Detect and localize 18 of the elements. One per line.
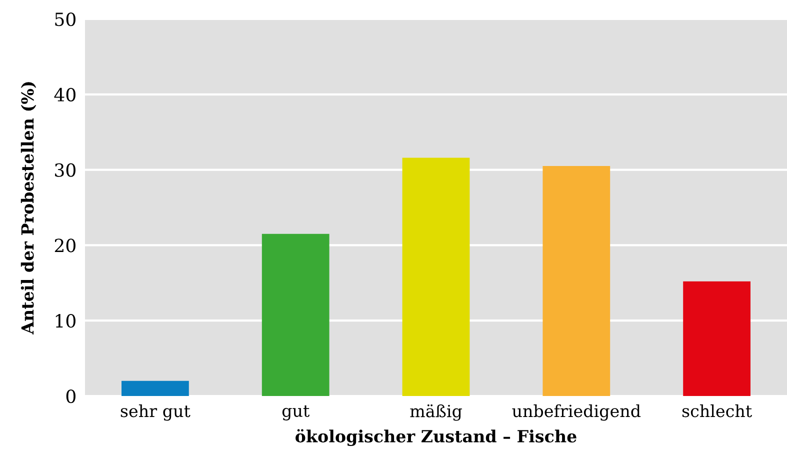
- y-tick-label: 40: [54, 88, 76, 102]
- x-tick-label: schlecht: [682, 404, 752, 418]
- x-tick-label: gut: [282, 405, 310, 420]
- y-tick-label: 20: [54, 238, 76, 252]
- bar: [683, 281, 750, 396]
- x-axis-title: ökologischer Zustand – Fische: [296, 429, 576, 446]
- y-tick-label: 30: [55, 163, 76, 177]
- x-tick-label: sehr gut: [120, 404, 190, 421]
- bar: [122, 380, 189, 396]
- y-tick-label: 0: [66, 389, 76, 404]
- y-tick-label: 10: [56, 314, 76, 328]
- bar: [542, 166, 610, 396]
- bar: [262, 234, 330, 396]
- bar: [402, 158, 470, 396]
- x-tick-label: mäßig: [410, 404, 462, 421]
- y-tick-label: 50: [55, 12, 76, 26]
- x-tick-label: unbefriedigend: [512, 404, 641, 421]
- y-axis-title: Anteil der Probestellen (%): [20, 82, 36, 335]
